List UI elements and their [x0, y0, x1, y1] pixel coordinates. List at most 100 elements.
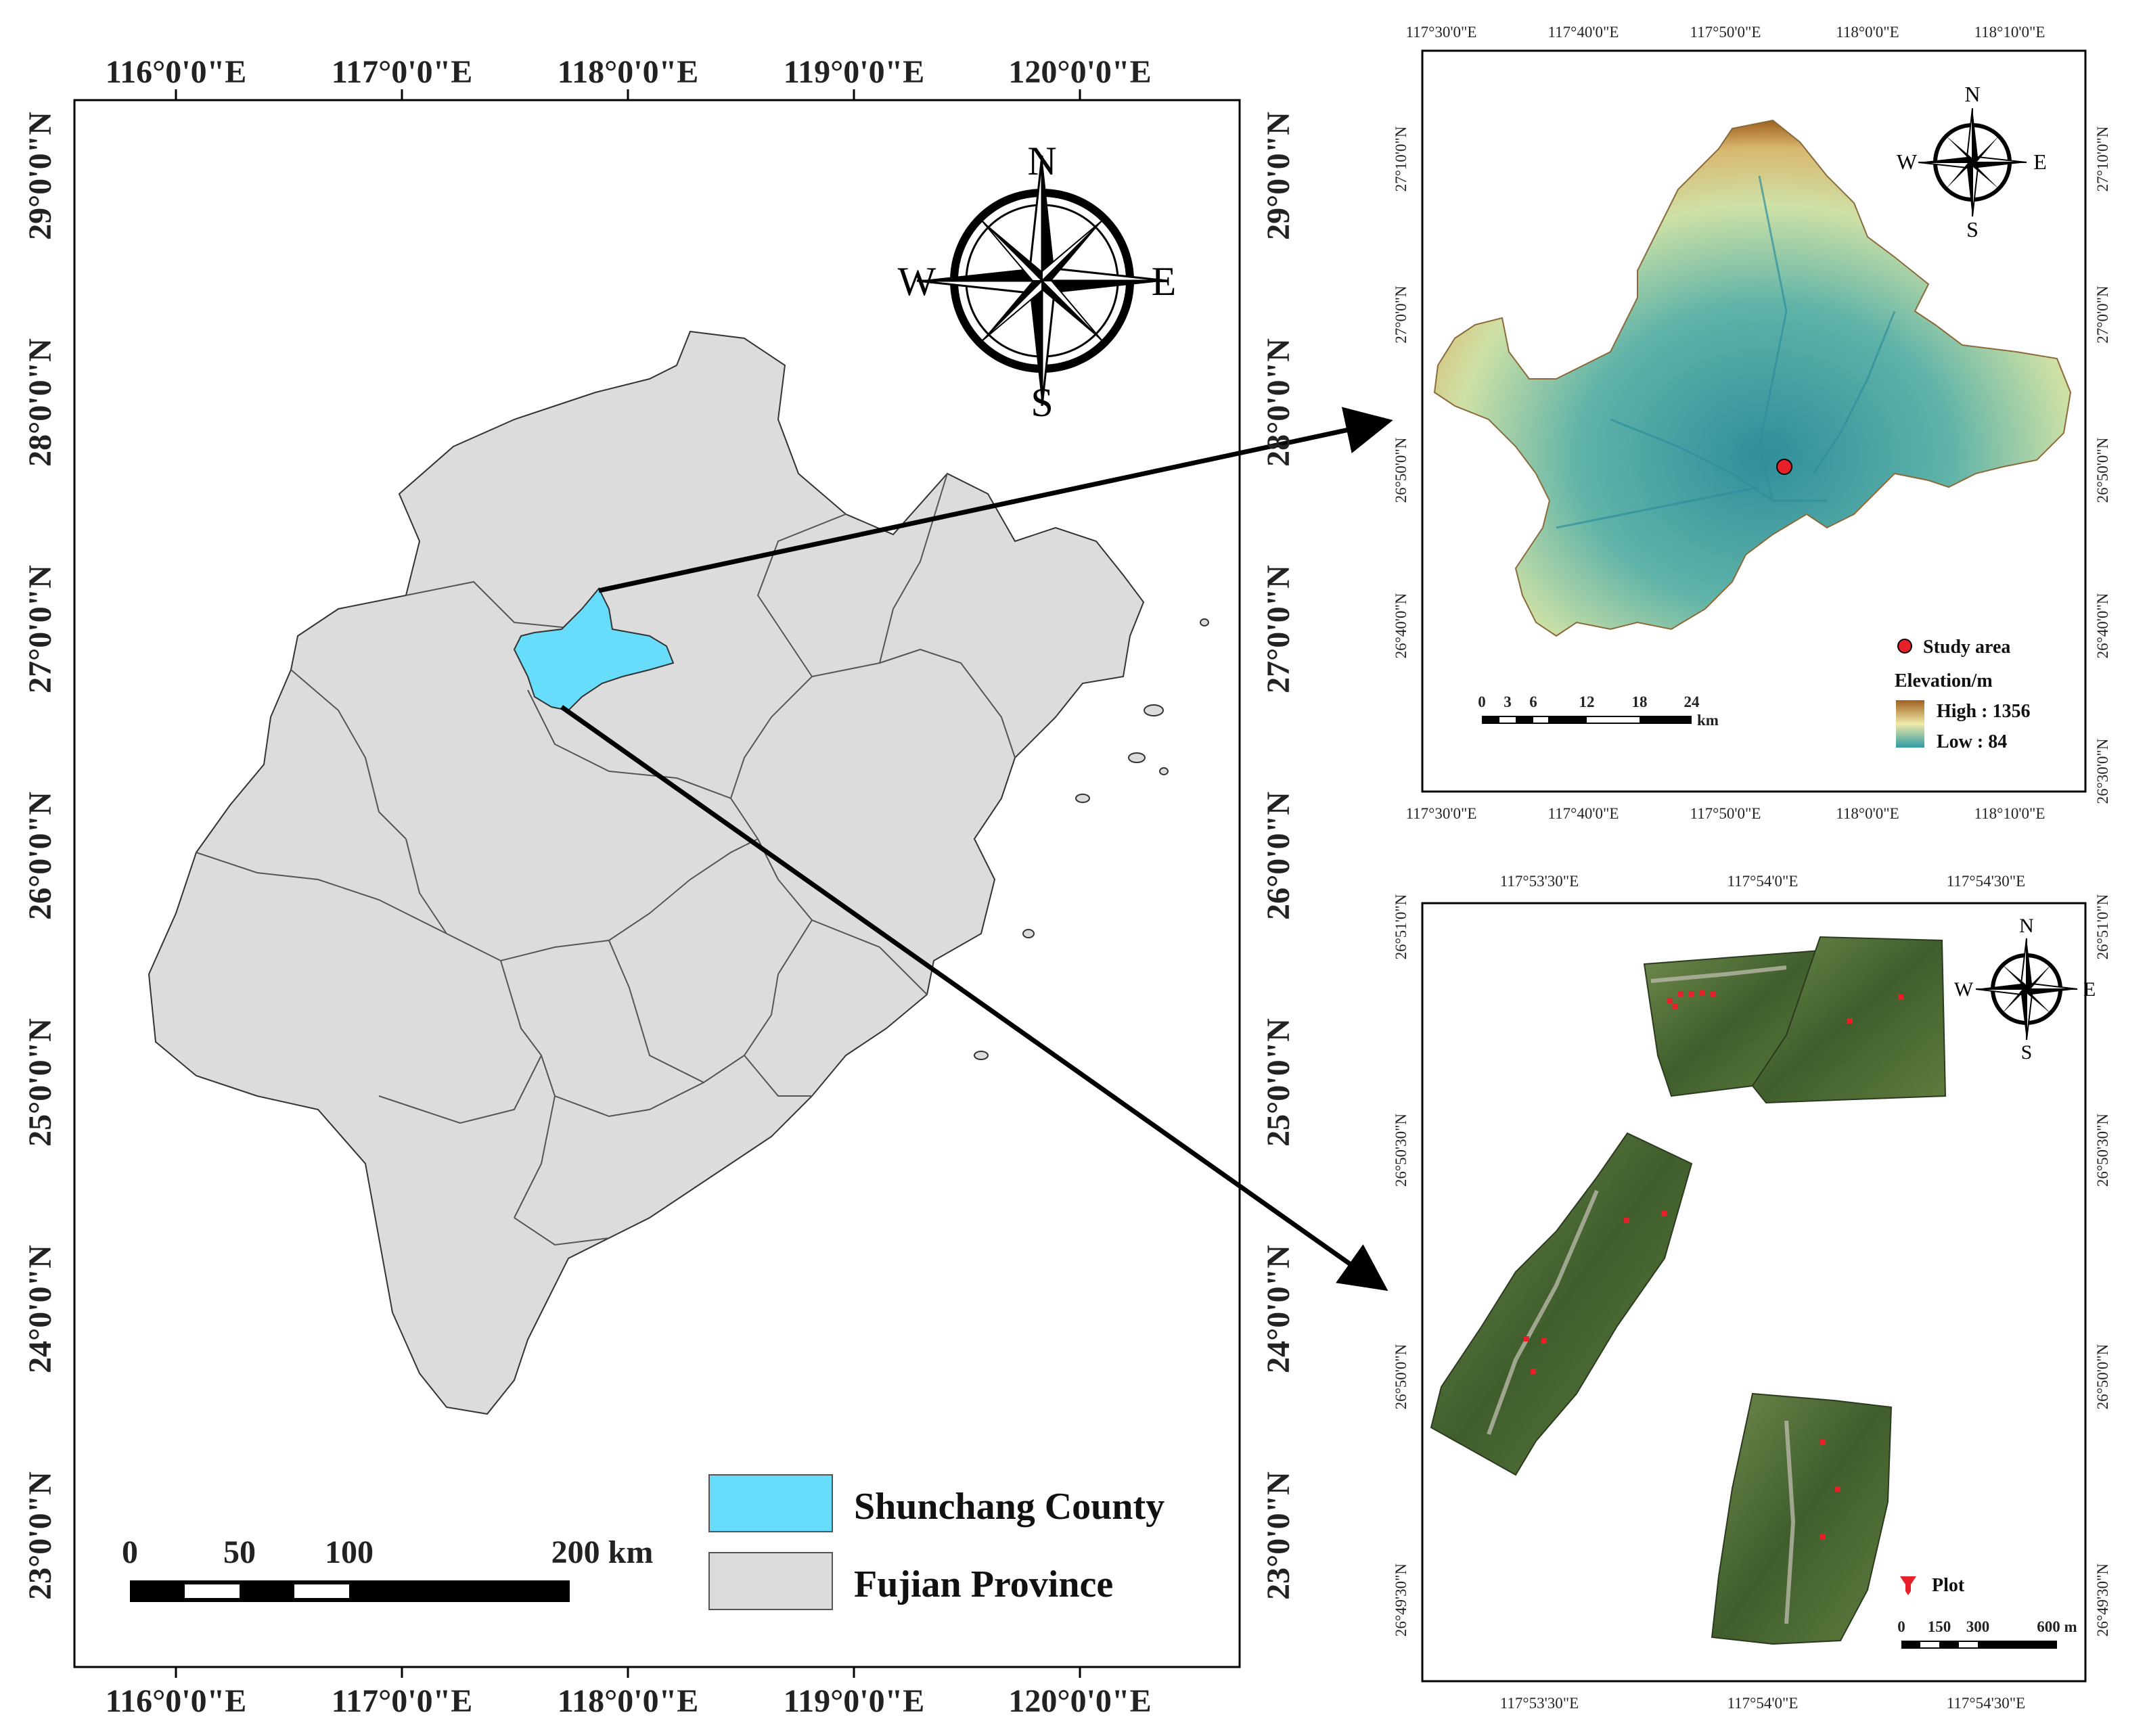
- main-map-ticks: [175, 89, 1081, 1678]
- dem-scale-tick-3: 12: [1579, 693, 1595, 710]
- plot-marker[interactable]: [1820, 1440, 1826, 1445]
- uav-top-lon-2: 117°54'30"E: [1947, 873, 2025, 890]
- uav-right-lat-2: 26°50'0"N: [2094, 1344, 2111, 1409]
- uav-right-lat-3: 26°49'30"N: [2094, 1563, 2111, 1637]
- main-bottom-lon-4: 120°0'0"E: [1008, 1683, 1151, 1719]
- main-top-lon-4: 120°0'0"E: [1008, 54, 1151, 90]
- uav-top-lon-0: 117°53'30"E: [1500, 873, 1579, 890]
- plot-marker[interactable]: [1541, 1338, 1547, 1344]
- dem-top-lon-1: 117°40'0"E: [1548, 24, 1619, 41]
- main-bottom-lon-1: 117°0'0"E: [332, 1683, 473, 1719]
- uav-scale-bar: [1901, 1641, 2057, 1649]
- plot-marker[interactable]: [1847, 1018, 1853, 1024]
- main-right-lat-2: 27°0'0"N: [1261, 565, 1296, 693]
- main-compass-icon: [916, 155, 1168, 407]
- legend-swatch-fujian: [708, 1552, 833, 1610]
- uav-bottom-lon-2: 117°54'30"E: [1947, 1695, 2025, 1712]
- dem-bottom-lon-3: 118°0'0"E: [1836, 805, 1899, 822]
- dem-map-panel: N S E W Study area Elevation/m High : 13…: [1393, 24, 2111, 822]
- plot-marker[interactable]: [1531, 1369, 1536, 1374]
- dem-legend-elev-ramp: [1896, 700, 1924, 748]
- dem-legend-low: Low : 84: [1937, 731, 2007, 752]
- dem-drainage: [1556, 175, 1896, 529]
- dem-top-lon-2: 117°50'0"E: [1690, 24, 1761, 41]
- plot-marker[interactable]: [1898, 995, 1903, 1000]
- uav-compass-s: S: [2021, 1041, 2033, 1064]
- dem-right-lat-1: 27°0'0"N: [2094, 285, 2111, 344]
- main-compass-s: S: [1031, 380, 1053, 425]
- uav-bottom-lon-0: 117°53'30"E: [1500, 1695, 1579, 1712]
- main-top-lon-3: 119°0'0"E: [784, 54, 925, 90]
- plot-marker[interactable]: [1820, 1534, 1826, 1539]
- main-left-lat-2: 27°0'0"N: [22, 565, 58, 693]
- main-scale-tick-0: 0: [122, 1534, 138, 1570]
- plot-marker[interactable]: [1667, 998, 1673, 1003]
- uav-compass-n: N: [2019, 915, 2034, 937]
- main-scale-tick-3: 200 km: [551, 1534, 654, 1570]
- plot-marker[interactable]: [1711, 991, 1716, 997]
- dem-bottom-lon-0: 117°30'0"E: [1406, 805, 1477, 822]
- plot-legend-pin-icon: [1900, 1576, 1916, 1595]
- dem-bottom-lon-1: 117°40'0"E: [1548, 805, 1619, 822]
- plot-marker[interactable]: [1835, 1486, 1840, 1492]
- plot-marker[interactable]: [1678, 991, 1683, 997]
- plot-marker[interactable]: [1689, 991, 1694, 997]
- uav-scale-tick-0: 0: [1897, 1618, 1905, 1635]
- dem-terrain-shape: [1433, 119, 2072, 637]
- main-left-lat-6: 23°0'0"N: [22, 1471, 58, 1600]
- uav-roads: [1487, 965, 1796, 1624]
- uav-bottom-lon-1: 117°54'0"E: [1727, 1695, 1799, 1712]
- uav-scale-tick-3: 600 m: [2037, 1618, 2077, 1635]
- plot-marker[interactable]: [1673, 1003, 1678, 1009]
- main-compass-e: E: [1152, 259, 1177, 304]
- dem-legend-study-label: Study area: [1923, 637, 2010, 658]
- uav-top-lon-1: 117°54'0"E: [1727, 873, 1799, 890]
- main-scale-tick-1: 50: [223, 1534, 256, 1570]
- uav-left-lat-2: 26°50'0"N: [1393, 1344, 1409, 1409]
- legend-label-fujian: Fujian Province: [854, 1563, 1113, 1605]
- dem-legend-study-marker: [1897, 639, 1912, 654]
- main-compass-n: N: [1027, 139, 1056, 183]
- arrow-to-dem-map: [598, 407, 1393, 593]
- legend-swatch-shunchang: [708, 1474, 833, 1532]
- dem-compass-w: W: [1897, 150, 1918, 174]
- main-right-lat-6: 23°0'0"N: [1261, 1471, 1296, 1600]
- uav-map-panel: N S E W Plot 0 150 300 600 m 117°53'30"E…: [1393, 873, 2111, 1712]
- plot-marker[interactable]: [1661, 1211, 1667, 1216]
- main-top-lon-1: 117°0'0"E: [332, 54, 473, 90]
- arrow-to-uav-map: [560, 705, 1388, 1292]
- dem-right-lat-4: 26°30'0"N: [2094, 738, 2111, 804]
- uav-left-lat-0: 26°51'0"N: [1393, 894, 1409, 959]
- dem-right-lat-0: 27°10'0"N: [2094, 126, 2111, 191]
- legend-label-shunchang: Shunchang County: [854, 1486, 1165, 1528]
- dem-scale-tick-0: 0: [1478, 693, 1486, 710]
- main-right-lat-3: 26°0'0"N: [1261, 792, 1296, 920]
- study-area-point[interactable]: [1776, 459, 1792, 475]
- uav-scale-tick-1: 150: [1928, 1618, 1951, 1635]
- shunchang-county-shape[interactable]: [513, 587, 675, 712]
- uav-left-lat-1: 26°50'30"N: [1393, 1113, 1409, 1187]
- plot-marker[interactable]: [1624, 1218, 1629, 1223]
- main-right-lat-5: 24°0'0"N: [1261, 1245, 1296, 1373]
- dem-left-lat-0: 27°10'0"N: [1393, 126, 1409, 191]
- dem-bottom-lon-2: 117°50'0"E: [1690, 805, 1761, 822]
- dem-compass-n: N: [1964, 82, 1980, 106]
- dem-scale-unit: km: [1697, 712, 1719, 729]
- uav-plots[interactable]: [1524, 990, 1903, 1539]
- uav-right-lat-0: 26°51'0"N: [2094, 894, 2111, 959]
- plot-marker[interactable]: [1524, 1336, 1529, 1342]
- dem-top-lon-4: 118°10'0"E: [1974, 24, 2046, 41]
- plot-marker[interactable]: [1700, 990, 1705, 995]
- main-right-lat-1: 28°0'0"N: [1261, 338, 1296, 467]
- main-right-lat-0: 29°0'0"N: [1261, 112, 1296, 240]
- main-left-lat-1: 28°0'0"N: [22, 338, 58, 467]
- coastal-islands: [974, 618, 1209, 1060]
- fujian-province-shape: [148, 330, 1145, 1415]
- main-scale-bar: [130, 1580, 570, 1602]
- uav-left-lat-3: 26°49'30"N: [1393, 1563, 1409, 1637]
- uav-compass-e: E: [2083, 978, 2096, 1001]
- dem-left-lat-2: 26°50'0"N: [1393, 437, 1409, 503]
- uav-patch-south: [1711, 1392, 1893, 1645]
- main-top-lon-2: 118°0'0"E: [558, 54, 699, 90]
